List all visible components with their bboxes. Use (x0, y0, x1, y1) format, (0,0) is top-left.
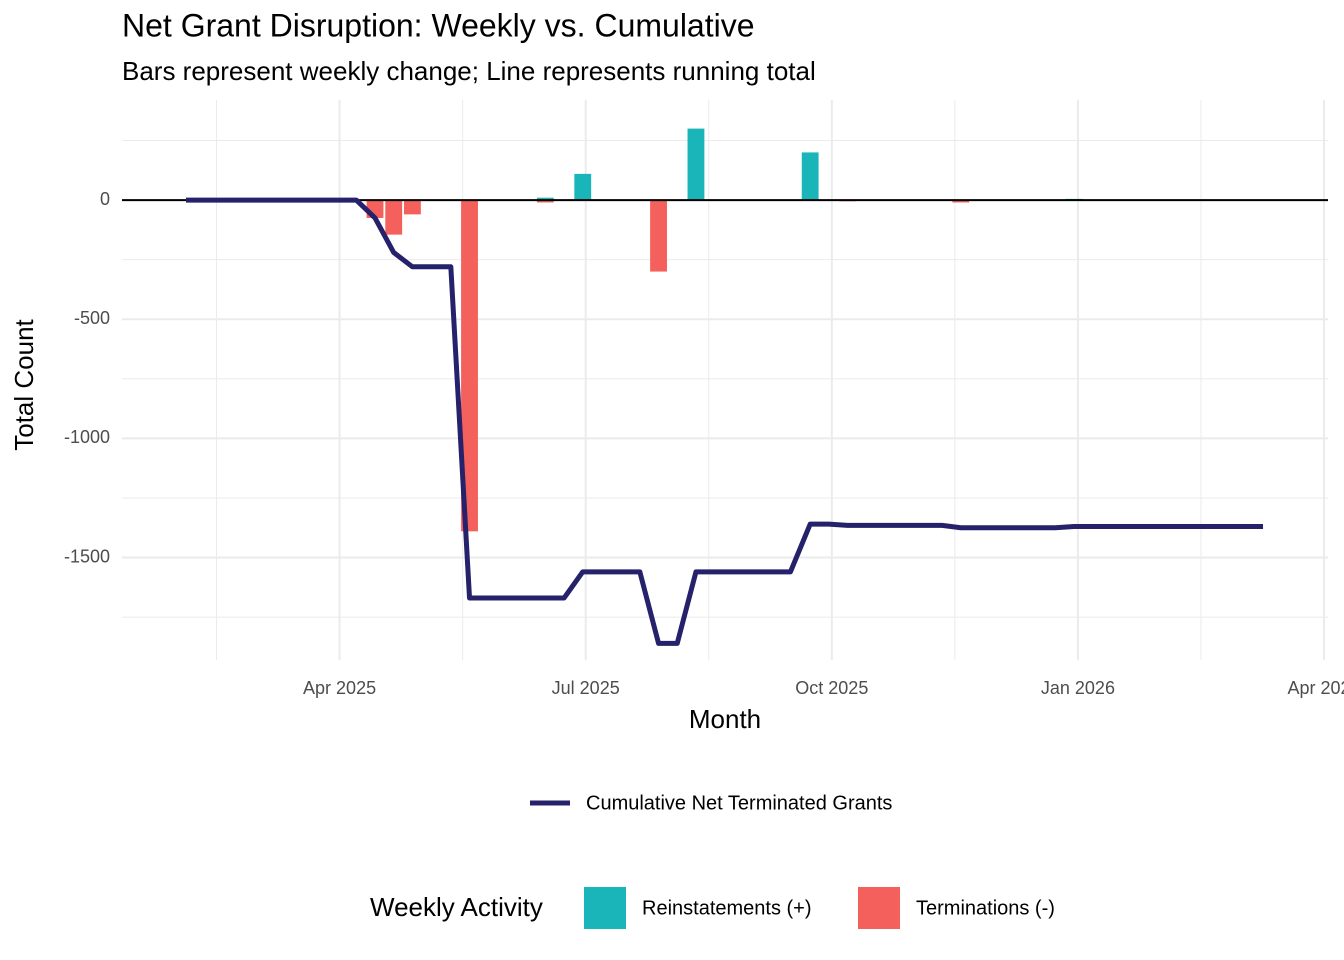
legend-label: Terminations (-) (916, 897, 1055, 919)
y-tick-label: 0 (100, 189, 110, 209)
bar (650, 200, 667, 272)
x-tick-label: Jul 2025 (552, 678, 620, 698)
x-tick-label: Apr 2025 (303, 678, 376, 698)
line (185, 197, 1264, 646)
bar (801, 152, 819, 201)
legend-swatch (584, 887, 626, 929)
chart-subtitle: Bars represent weekly change; Line repre… (122, 56, 816, 86)
x-tick-label: Oct 2025 (795, 678, 868, 698)
legend-title: Weekly Activity (370, 892, 543, 922)
bar (536, 197, 554, 201)
legend-label: Reinstatements (+) (642, 897, 812, 919)
y-axis-title: Total Count (9, 318, 39, 450)
y-tick-label: -500 (74, 308, 110, 328)
bar (461, 200, 478, 532)
bar (952, 200, 970, 203)
x-tick-label: Apr 2026 (1288, 678, 1344, 698)
bar (536, 200, 554, 203)
bar (385, 200, 403, 235)
x-tick-label: Jan 2026 (1041, 678, 1115, 698)
y-tick-label: -1500 (64, 546, 110, 566)
bar (687, 128, 705, 201)
legend-label: Cumulative Net Terminated Grants (586, 792, 892, 814)
y-tick-label: -1000 (64, 427, 110, 447)
x-axis-title: Month (689, 704, 761, 734)
bar (574, 173, 592, 201)
legend-swatch (858, 887, 900, 929)
bar (404, 200, 421, 215)
chart-title: Net Grant Disruption: Weekly vs. Cumulat… (122, 7, 755, 43)
